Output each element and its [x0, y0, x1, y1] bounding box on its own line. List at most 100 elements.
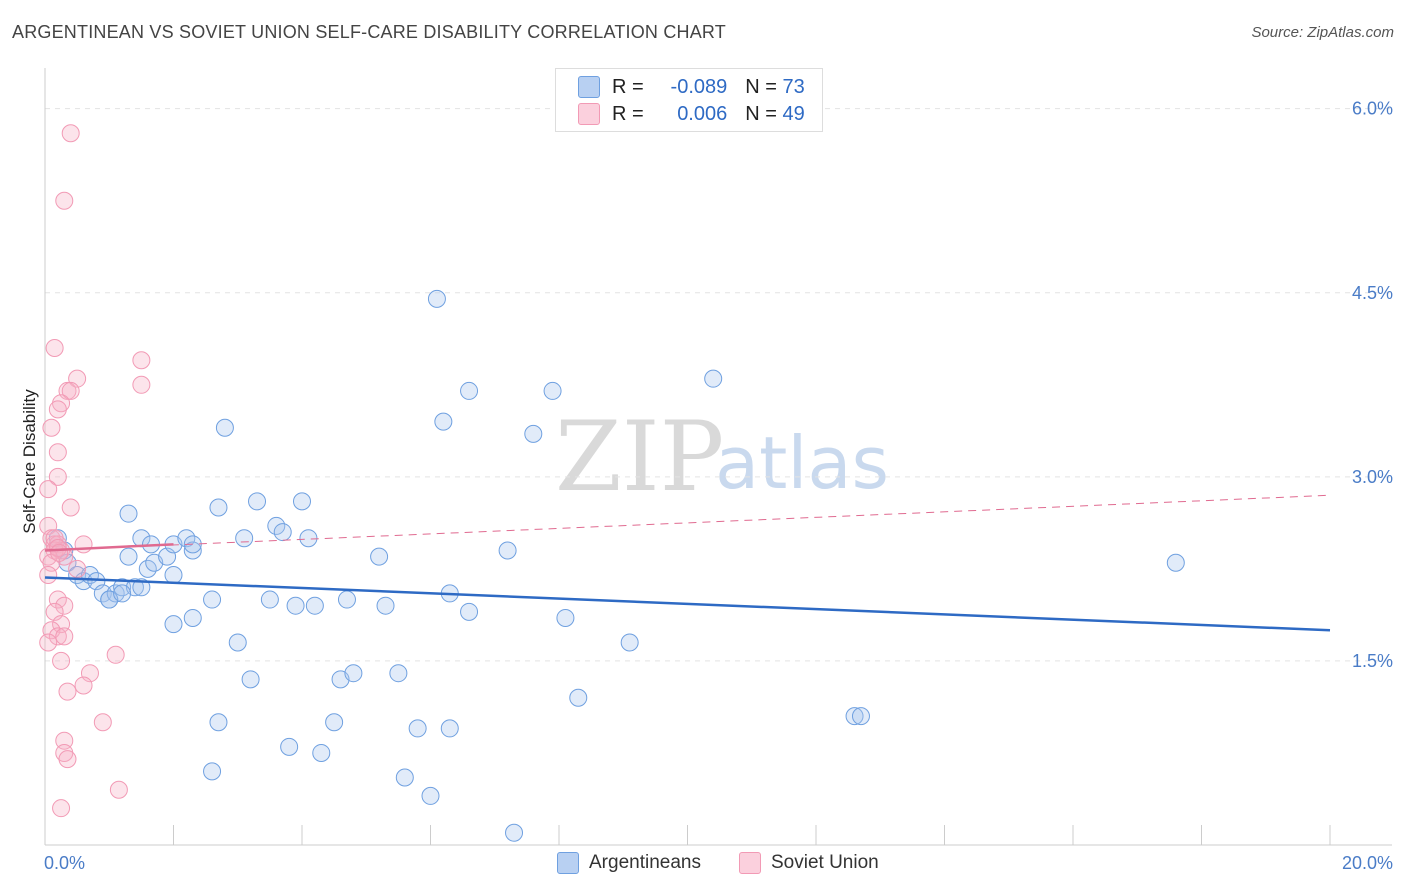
soviet-union-point [109, 780, 128, 799]
argentineans-point [440, 719, 459, 738]
watermark-zip: ZIP [555, 401, 724, 513]
soviet-union-point [45, 338, 64, 357]
legend-r-value: -0.089 [670, 75, 728, 98]
legend-n-value: 49 [782, 102, 805, 125]
argentineans-point [241, 670, 260, 689]
bottom-legend-soviet-union: Soviet Union [739, 852, 879, 874]
soviet-union-label: Soviet Union [771, 852, 879, 873]
argentineans-point [248, 492, 267, 511]
soviet-union-point [48, 400, 67, 419]
argentineans-point [299, 529, 318, 548]
argentineans-point [704, 369, 723, 388]
argentineans-swatch [578, 76, 600, 98]
soviet-union-point [58, 750, 77, 769]
argentineans-point [1166, 553, 1185, 572]
soviet-union-point [68, 559, 87, 578]
soviet-union-point [132, 351, 151, 370]
argentineans-point [460, 602, 479, 621]
argentineans-point [408, 719, 427, 738]
soviet-union-point [61, 498, 80, 517]
argentineans-point [132, 578, 151, 597]
bottom-legend-argentineans: Argentineans [557, 852, 701, 874]
soviet-union-point [74, 676, 93, 695]
soviet-union-point [52, 651, 71, 670]
soviet-union-point [106, 645, 125, 664]
soviet-union-point [52, 799, 71, 818]
argentineans-point [376, 596, 395, 615]
argentineans-point [851, 707, 870, 726]
trendlines [44, 494, 1331, 632]
argentineans-point [505, 823, 524, 842]
soviet-union-point [48, 627, 67, 646]
soviet-union-point [50, 543, 69, 562]
argentineans-point [228, 633, 247, 652]
argentineans-point [543, 381, 562, 400]
argentineans-point [389, 664, 408, 683]
legend-n-label: N = [745, 102, 777, 125]
soviet-union-point [93, 713, 112, 732]
soviet-union-swatch [739, 852, 761, 874]
x-tick-label: 0.0% [44, 853, 85, 873]
argentineans-point [273, 523, 292, 542]
argentineans-point [164, 615, 183, 634]
soviet-union-points [39, 124, 151, 818]
gridlines [45, 108, 1392, 662]
argentineans-swatch [557, 852, 579, 874]
argentineans-point [395, 768, 414, 787]
soviet-union-swatch [578, 103, 600, 125]
argentineans-point [325, 713, 344, 732]
argentineans-point [203, 762, 222, 781]
argentineans-point [164, 566, 183, 585]
argentineans-point [113, 584, 132, 603]
argentineans-point [556, 608, 575, 627]
y-tick-label: 4.5% [1352, 283, 1393, 303]
argentineans-point [344, 664, 363, 683]
soviet-union-point [55, 627, 74, 646]
y-tick-label: 3.0% [1352, 467, 1393, 487]
argentineans-point [119, 547, 138, 566]
stats-legend: R = -0.089 N = 73 R = 0.006 N = 49 [555, 68, 823, 132]
legend-row-argentineans: R = -0.089 N = 73 [578, 75, 805, 99]
legend-r-value: 0.006 [677, 102, 728, 125]
watermark: ZIP atlas [555, 401, 889, 513]
argentineans-point [845, 707, 864, 726]
soviet-union-point [58, 682, 77, 701]
argentineans-point [183, 541, 202, 560]
argentineans-point [524, 424, 543, 443]
soviet-union-point [55, 596, 74, 615]
argentineans-point [569, 688, 588, 707]
y-tick-label: 6.0% [1352, 99, 1393, 119]
argentineans-point [498, 541, 517, 560]
soviet-union-point [61, 381, 80, 400]
soviet-union-trendline [44, 494, 1331, 551]
argentineans-point [427, 289, 446, 308]
soviet-union-point [61, 124, 80, 143]
soviet-union-point [48, 443, 67, 462]
soviet-union-point [42, 418, 61, 437]
legend-n-value: 73 [782, 75, 805, 98]
argentineans-point [215, 418, 234, 437]
argentineans-point [620, 633, 639, 652]
chart-title: ARGENTINEAN VS SOVIET UNION SELF-CARE DI… [12, 22, 727, 42]
x-tick-label: 20.0% [1342, 853, 1393, 873]
y-axis-label: Self-Care Disability [20, 389, 39, 534]
argentineans-point [235, 529, 254, 548]
argentineans-point [370, 547, 389, 566]
axes [44, 68, 1392, 846]
argentineans-point [209, 713, 228, 732]
argentineans-point [421, 786, 440, 805]
legend-r-label: R = [612, 102, 644, 125]
argentineans-point [286, 596, 305, 615]
argentineans-point [260, 590, 279, 609]
legend-row-soviet-union: R = 0.006 N = 49 [578, 102, 805, 126]
argentineans-points [48, 289, 1185, 842]
soviet-union-point [48, 467, 67, 486]
soviet-union-point [39, 566, 58, 585]
tick-labels: 1.5% 3.0% 4.5% 6.0% 0.0% 20.0% [44, 99, 1393, 873]
soviet-union-point [39, 633, 58, 652]
soviet-union-point [132, 375, 151, 394]
argentineans-point [337, 590, 356, 609]
argentineans-point [293, 492, 311, 511]
argentineans-trendline [44, 576, 1331, 632]
